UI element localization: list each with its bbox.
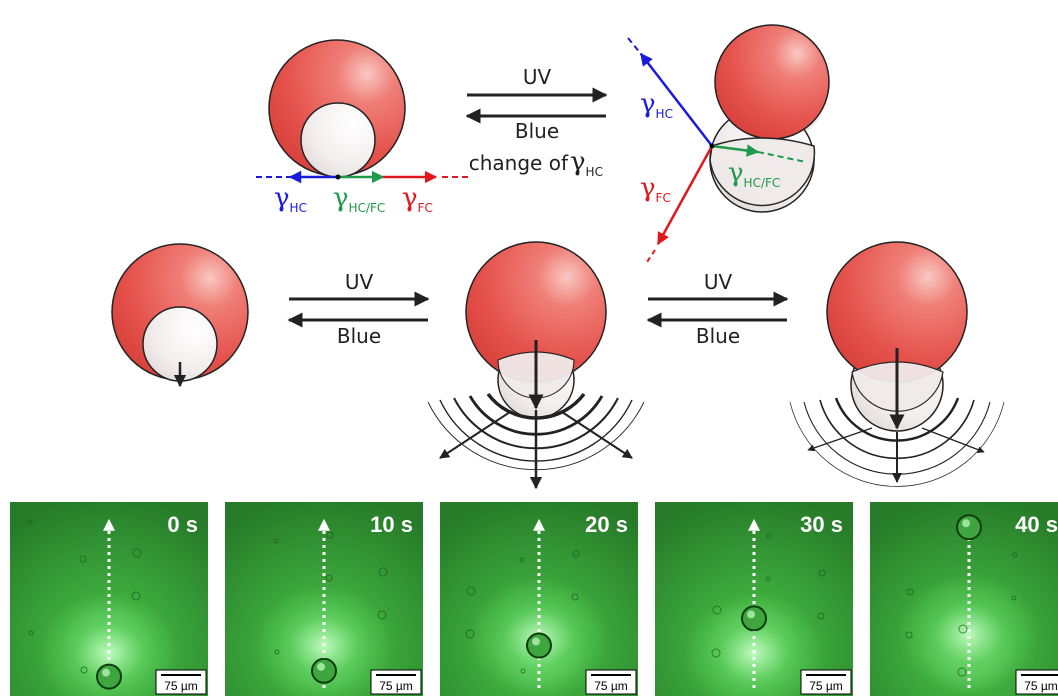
droplet bbox=[311, 657, 337, 684]
droplet bbox=[956, 514, 982, 541]
micrograph-panel: 10 s 75 µm bbox=[225, 502, 423, 696]
time-label: 0 s bbox=[167, 512, 198, 537]
droplet-janus-middle-weak bbox=[826, 241, 968, 432]
droplet-janus-middle-strong bbox=[465, 241, 607, 419]
time-label: 30 s bbox=[800, 512, 843, 537]
equilibrium-arrows-middle-1 bbox=[287, 291, 430, 328]
tension-arrows-top-right bbox=[627, 37, 807, 263]
droplet-engulfed-middle bbox=[111, 243, 249, 388]
droplet bbox=[741, 605, 767, 632]
scale-bar-label: 75 µm bbox=[594, 679, 628, 693]
middle-blue-label-1: Blue bbox=[337, 324, 381, 348]
top-blue-label: Blue bbox=[515, 119, 559, 143]
change-of-gamma-label: γHC bbox=[570, 147, 603, 179]
top-uv-label: UV bbox=[523, 65, 552, 89]
scale-bar-label: 75 µm bbox=[1024, 679, 1058, 693]
time-label: 20 s bbox=[585, 512, 628, 537]
scale-bar-label: 75 µm bbox=[164, 679, 198, 693]
droplet bbox=[96, 663, 122, 690]
equilibrium-arrows-top bbox=[465, 87, 608, 124]
gamma-hcfc-label: γHC/FC bbox=[333, 183, 385, 215]
micrograph-panel: 20 s 75 µm bbox=[440, 502, 638, 696]
gamma-fc-label: γFC bbox=[402, 183, 433, 215]
micrograph-panel: 0 s 75 µm bbox=[10, 502, 208, 696]
time-label: 10 s bbox=[370, 512, 413, 537]
droplet bbox=[526, 632, 552, 659]
gamma-hcfc-label-right: γHC/FC bbox=[728, 158, 780, 190]
tension-arrows-top-left bbox=[256, 170, 470, 184]
emission-waves-weak bbox=[789, 397, 1005, 487]
gamma-hc-label-right: γHC bbox=[640, 89, 673, 121]
scale-bar-label: 75 µm bbox=[379, 679, 413, 693]
middle-uv-label-1: UV bbox=[345, 270, 374, 294]
micrograph-panel: 30 s 75 µm bbox=[655, 502, 853, 696]
change-of-label: change of bbox=[469, 151, 569, 175]
micrograph-strip: 0 s 75 µm 10 s 75 µm 20 s 75 µm 30 s 75 µm 40 s 7… bbox=[10, 502, 1058, 696]
gamma-hc-label: γHC bbox=[274, 183, 307, 215]
micrograph-panel: 40 s 75 µm bbox=[870, 502, 1058, 696]
gamma-fc-label-right: γFC bbox=[640, 173, 671, 205]
droplet-janus-top bbox=[709, 24, 830, 213]
time-label: 40 s bbox=[1015, 512, 1058, 537]
emission-waves-strong bbox=[427, 392, 645, 490]
middle-blue-label-2: Blue bbox=[696, 324, 740, 348]
scale-bar-label: 75 µm bbox=[809, 679, 843, 693]
middle-uv-label-2: UV bbox=[704, 270, 733, 294]
equilibrium-arrows-middle-2 bbox=[646, 291, 789, 328]
droplet-engulfed-top bbox=[268, 39, 406, 178]
